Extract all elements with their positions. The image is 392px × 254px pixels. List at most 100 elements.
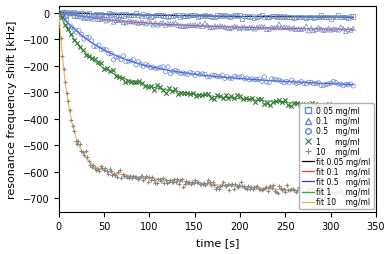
Point: [128, 14, 134, 18]
Point: [68, 118, 74, 122]
Point: [81, 13, 87, 17]
Point: [118, 19, 124, 23]
Point: [301, 27, 307, 31]
Point: [185, 181, 191, 185]
Point: [254, 78, 260, 82]
Point: [69, 125, 76, 129]
Point: [345, 17, 351, 21]
Point: [71, 11, 77, 15]
Point: [123, 174, 129, 179]
Point: [128, 20, 134, 24]
Point: [261, 75, 267, 80]
Point: [150, 15, 156, 19]
Point: [145, 180, 151, 184]
Point: [93, 13, 100, 17]
Point: [306, 81, 312, 85]
Point: [102, 166, 108, 170]
Point: [175, 70, 181, 74]
Point: [198, 183, 204, 187]
Point: [78, 12, 85, 16]
Point: [173, 181, 179, 185]
Point: [338, 16, 344, 20]
Point: [270, 183, 277, 187]
Point: [328, 82, 334, 86]
Point: [246, 78, 252, 83]
Point: [195, 181, 201, 185]
Point: [170, 180, 176, 184]
Point: [105, 172, 111, 176]
Point: [235, 186, 241, 190]
Point: [167, 179, 173, 183]
Point: [223, 184, 229, 188]
Point: [320, 29, 327, 33]
Point: [350, 192, 356, 196]
Point: [229, 77, 235, 81]
Point: [346, 192, 352, 196]
Point: [236, 76, 243, 80]
Point: [239, 17, 245, 21]
Point: [56, 11, 62, 15]
Point: [101, 68, 107, 72]
Point: [259, 14, 265, 18]
Point: [221, 183, 228, 187]
Point: [118, 77, 125, 81]
Point: [154, 181, 160, 185]
Point: [149, 176, 156, 180]
Point: [74, 142, 80, 146]
Point: [261, 186, 268, 190]
Point: [252, 185, 259, 189]
Point: [271, 26, 277, 30]
Point: [266, 28, 272, 32]
Point: [161, 182, 167, 186]
Point: [319, 193, 325, 197]
Point: [86, 36, 92, 40]
Point: [96, 169, 102, 173]
Point: [130, 174, 136, 178]
Point: [76, 29, 82, 33]
Point: [197, 23, 203, 27]
Point: [343, 30, 349, 34]
Point: [224, 27, 230, 31]
Point: [207, 75, 213, 80]
Point: [120, 14, 127, 19]
Point: [101, 14, 107, 18]
Point: [170, 70, 176, 74]
Point: [80, 150, 86, 154]
Point: [94, 167, 101, 171]
Point: [251, 78, 258, 83]
Point: [303, 17, 309, 21]
Point: [145, 20, 151, 24]
Point: [169, 90, 175, 94]
Point: [281, 187, 287, 192]
Point: [61, 11, 67, 15]
Point: [145, 14, 151, 18]
Point: [208, 183, 214, 187]
Point: [146, 175, 152, 179]
Point: [163, 178, 169, 182]
Point: [239, 26, 245, 30]
Point: [59, 55, 65, 59]
Point: [338, 106, 345, 110]
Point: [133, 21, 139, 25]
Point: [59, 16, 65, 20]
Point: [316, 81, 322, 85]
Point: [212, 74, 218, 78]
Point: [83, 36, 90, 40]
Point: [217, 75, 223, 80]
Point: [332, 191, 339, 195]
Point: [210, 180, 216, 184]
Point: [345, 28, 351, 32]
Point: [96, 44, 102, 48]
Point: [84, 155, 91, 160]
Point: [316, 27, 322, 31]
Point: [123, 60, 129, 65]
Point: [258, 188, 265, 193]
Point: [202, 73, 208, 77]
Point: [341, 194, 347, 198]
Point: [267, 103, 273, 107]
Point: [200, 183, 206, 187]
Point: [314, 105, 321, 109]
Point: [259, 26, 265, 30]
Point: [293, 15, 299, 20]
Point: [225, 182, 231, 186]
